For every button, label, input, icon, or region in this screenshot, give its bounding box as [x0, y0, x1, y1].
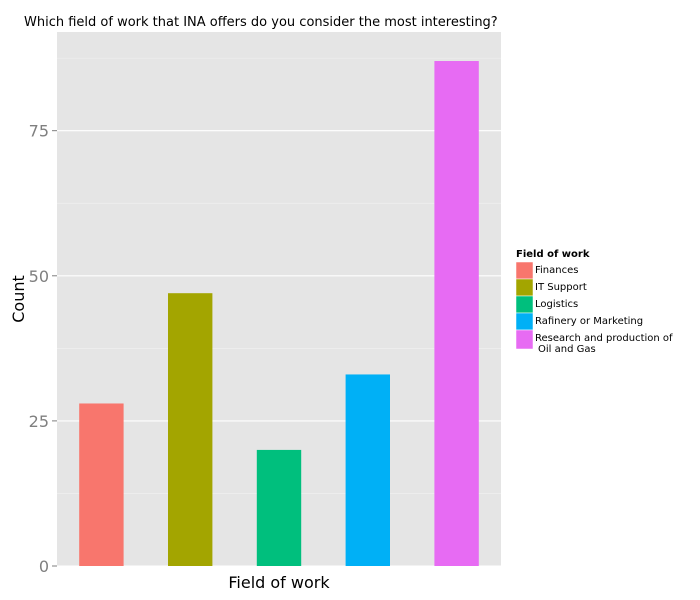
x-axis-title: Field of work: [228, 573, 330, 592]
y-tick-label: 25: [29, 412, 49, 431]
y-axis: 0 25 50 75: [29, 122, 57, 576]
grid-minor: [57, 57, 501, 494]
legend-key: [515, 278, 534, 297]
bars: [79, 61, 479, 567]
bar-rafinery-or-marketing: [345, 374, 390, 566]
bar-logistics: [256, 449, 302, 566]
legend-key: [515, 295, 534, 314]
legend-label: Finances: [535, 265, 578, 276]
legend-label: IT Support: [535, 282, 587, 293]
chart-title: Which field of work that INA offers do y…: [24, 15, 498, 30]
legend: Field of work Finances IT Support Logistic…: [515, 249, 673, 355]
y-tick-label: 0: [39, 557, 49, 576]
legend-label: Oil and Gas: [538, 344, 596, 355]
bar-research-and-production-of-oil-and-gas: [434, 61, 479, 567]
y-tick-label: 75: [29, 122, 49, 141]
legend-key: [515, 329, 534, 350]
legend-title: Field of work: [516, 249, 590, 260]
legend-label: Rafinery or Marketing: [535, 316, 643, 327]
y-axis-title: Count: [9, 275, 28, 323]
legend-label: Logistics: [535, 299, 578, 310]
legend-label: Research and production of: [535, 333, 673, 344]
legend-key: [515, 261, 534, 280]
grid-major: [57, 130, 501, 567]
legend-key: [515, 312, 534, 331]
bar-finances: [79, 403, 124, 566]
y-tick-label: 50: [29, 267, 49, 286]
bar-it-support: [168, 293, 213, 566]
